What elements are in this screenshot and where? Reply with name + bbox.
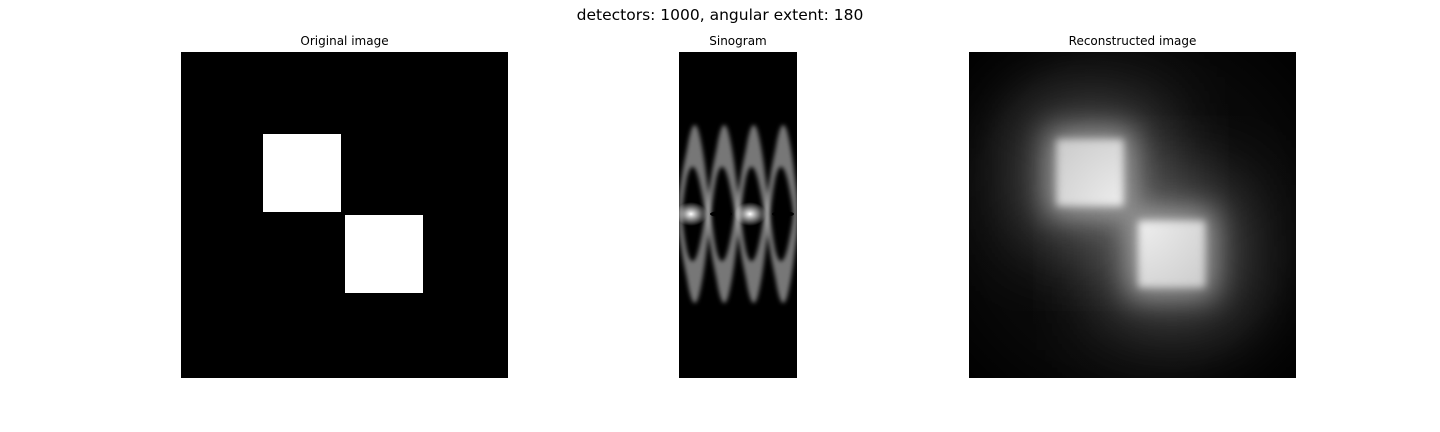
sinogram-bright-spot	[734, 202, 766, 226]
sinogram-title: Sinogram	[709, 34, 767, 48]
reconstructed-image-panel	[969, 52, 1296, 378]
reconstructed-image-title: Reconstructed image	[1068, 34, 1197, 48]
sinogram-svg	[679, 52, 797, 378]
white-square-1	[262, 133, 342, 212]
figure-title: detectors: 1000, angular extent: 180	[576, 6, 864, 24]
reconstruction-svg	[969, 52, 1296, 378]
original-image-title: Original image	[300, 34, 389, 48]
white-square-2	[344, 215, 423, 294]
sinogram-dark-spot	[772, 211, 794, 217]
original-image-panel	[181, 52, 508, 378]
sinogram-panel	[679, 52, 797, 378]
sinogram-dark-spot	[710, 211, 732, 217]
sinogram-bright-spot	[679, 202, 707, 226]
